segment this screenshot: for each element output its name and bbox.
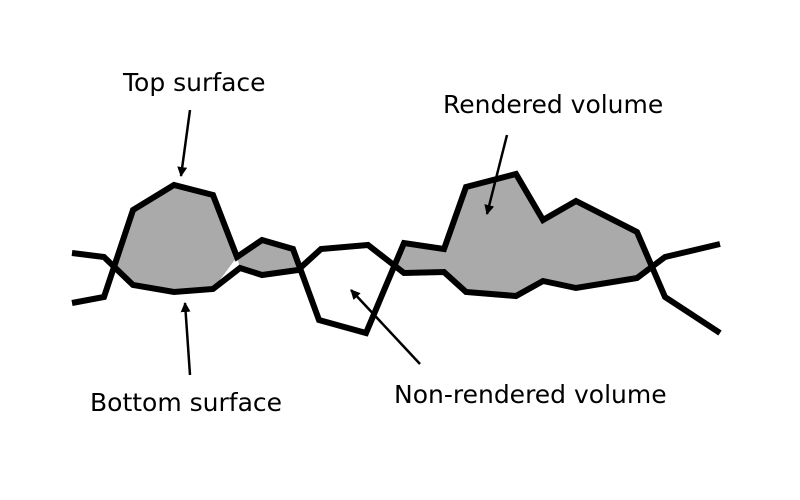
bottom-surface-line bbox=[71, 170, 722, 337]
non-rendered-volume-arrow bbox=[350, 289, 421, 365]
non-rendered-volume-label: Non-rendered volume bbox=[394, 380, 667, 409]
rendered-volume-arrow bbox=[484, 134, 509, 215]
top-surface-line bbox=[71, 241, 721, 300]
rendered-volume-label: Rendered volume bbox=[443, 90, 664, 119]
bottom-surface-label: Bottom surface bbox=[90, 388, 283, 417]
rendered-volume-right bbox=[394, 174, 652, 296]
rendered-volume-left bbox=[113, 185, 237, 292]
bottom-surface-arrow bbox=[180, 302, 192, 376]
top-surface-arrow bbox=[177, 109, 192, 177]
top-surface-label: Top surface bbox=[123, 68, 266, 97]
